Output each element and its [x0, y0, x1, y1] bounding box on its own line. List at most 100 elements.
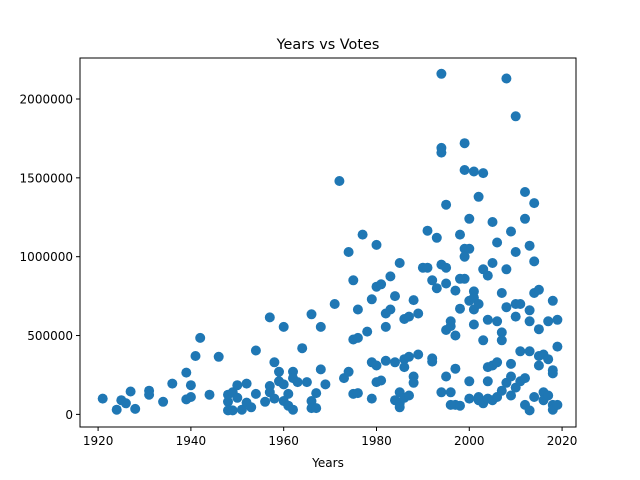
data-point: [158, 396, 169, 407]
x-tick-label: 1960: [268, 434, 299, 448]
data-point: [250, 345, 261, 356]
data-point: [464, 393, 475, 404]
data-point: [487, 217, 498, 227]
data-point: [524, 316, 535, 327]
data-point: [120, 398, 131, 409]
data-point: [311, 388, 322, 399]
x-axis-ticks: 1920 1940 1960 1980 2000 2020: [83, 427, 578, 448]
data-point: [533, 324, 544, 335]
data-point: [459, 165, 470, 175]
data-point: [441, 199, 452, 210]
data-point: [297, 343, 308, 354]
y-tick-label: 1000000: [20, 250, 73, 264]
data-point: [283, 388, 294, 399]
data-point: [496, 385, 507, 396]
data-point: [246, 402, 257, 413]
y-tick-label: 1500000: [20, 171, 73, 185]
data-point: [306, 309, 317, 320]
data-point: [520, 187, 530, 197]
data-point: [394, 402, 405, 413]
data-point: [529, 256, 540, 267]
data-point: [264, 312, 275, 323]
data-point: [343, 366, 354, 377]
data-point: [144, 389, 155, 400]
data-point: [399, 362, 410, 373]
data-point: [408, 377, 419, 388]
data-point: [496, 327, 507, 338]
data-point: [334, 176, 345, 186]
data-point: [269, 357, 280, 368]
data-point: [306, 396, 317, 406]
y-axis-ticks: 0 500000 1000000 1500000 2000000: [20, 93, 80, 422]
data-point: [543, 316, 554, 327]
data-point: [352, 304, 363, 315]
data-point: [482, 314, 493, 325]
data-point: [529, 392, 540, 402]
data-point: [524, 346, 535, 357]
data-point: [394, 258, 405, 268]
data-point: [366, 294, 377, 305]
data-point: [97, 393, 108, 404]
data-point: [232, 380, 243, 391]
data-point: [366, 393, 377, 404]
data-point: [181, 367, 192, 378]
data-point: [436, 147, 447, 158]
data-point: [501, 264, 512, 275]
x-tick-label: 2000: [454, 434, 485, 448]
data-point: [404, 390, 414, 401]
data-point: [506, 371, 516, 382]
data-point: [436, 68, 447, 79]
data-point: [343, 247, 354, 257]
data-point: [236, 404, 247, 415]
data-point: [473, 191, 484, 202]
data-point: [185, 392, 196, 402]
data-point: [524, 305, 535, 316]
data-point: [533, 360, 544, 371]
data-point: [543, 390, 554, 401]
data-point: [552, 399, 563, 410]
data-point: [455, 400, 465, 411]
data-point: [413, 349, 424, 360]
data-point: [329, 299, 340, 309]
data-point: [510, 111, 521, 122]
data-point: [185, 380, 196, 391]
data-point: [487, 258, 498, 268]
points-layer: [97, 68, 563, 416]
data-point: [445, 387, 456, 398]
data-point: [450, 363, 461, 374]
data-point: [459, 273, 470, 284]
data-point: [380, 321, 391, 332]
data-point: [520, 373, 530, 384]
data-point: [227, 405, 238, 416]
data-point: [390, 291, 400, 302]
y-tick-label: 2000000: [20, 93, 73, 107]
data-point: [250, 388, 261, 399]
data-point: [506, 390, 516, 401]
data-point: [459, 138, 470, 149]
data-point: [125, 386, 136, 397]
data-point: [441, 278, 452, 289]
x-tick-label: 2020: [547, 434, 578, 448]
x-axis-title: Years: [311, 456, 344, 470]
x-tick-label: 1980: [361, 434, 392, 448]
data-point: [473, 299, 484, 309]
data-point: [529, 198, 540, 209]
data-point: [380, 355, 391, 366]
data-point: [478, 335, 489, 346]
data-point: [543, 354, 554, 365]
data-point: [348, 275, 359, 286]
data-point: [260, 396, 271, 407]
data-point: [455, 303, 465, 314]
data-point: [510, 311, 521, 322]
data-point: [301, 377, 312, 388]
data-point: [352, 388, 363, 399]
data-point: [422, 262, 433, 273]
data-point: [288, 404, 298, 415]
data-point: [496, 335, 507, 346]
data-point: [278, 379, 289, 390]
chart-title: Years vs Votes: [276, 37, 380, 53]
data-point: [547, 295, 558, 306]
data-point: [213, 351, 224, 362]
data-point: [352, 332, 363, 343]
